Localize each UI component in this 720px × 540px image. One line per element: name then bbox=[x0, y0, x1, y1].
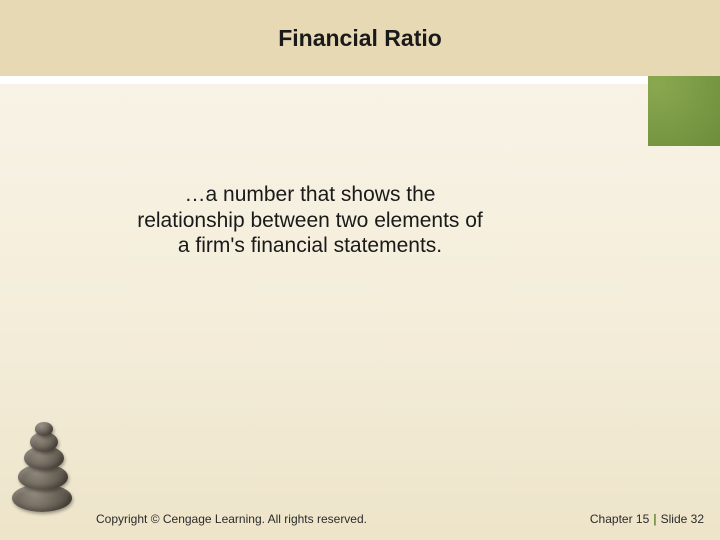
divider-band bbox=[0, 76, 720, 84]
body-text: …a number that shows the relationship be… bbox=[130, 182, 490, 259]
slide-label: Slide 32 bbox=[661, 512, 704, 526]
slide-indicator: Chapter 15|Slide 32 bbox=[590, 512, 704, 526]
slide-title: Financial Ratio bbox=[278, 25, 442, 52]
title-band: Financial Ratio bbox=[0, 0, 720, 76]
copyright-text: Copyright © Cengage Learning. All rights… bbox=[96, 512, 367, 526]
footer-separator: | bbox=[649, 512, 660, 526]
corner-accent-graphic bbox=[648, 76, 720, 146]
footer: Copyright © Cengage Learning. All rights… bbox=[96, 512, 704, 526]
stone-top bbox=[35, 422, 53, 436]
stacked-stones-graphic bbox=[10, 414, 82, 512]
chapter-label: Chapter 15 bbox=[590, 512, 649, 526]
